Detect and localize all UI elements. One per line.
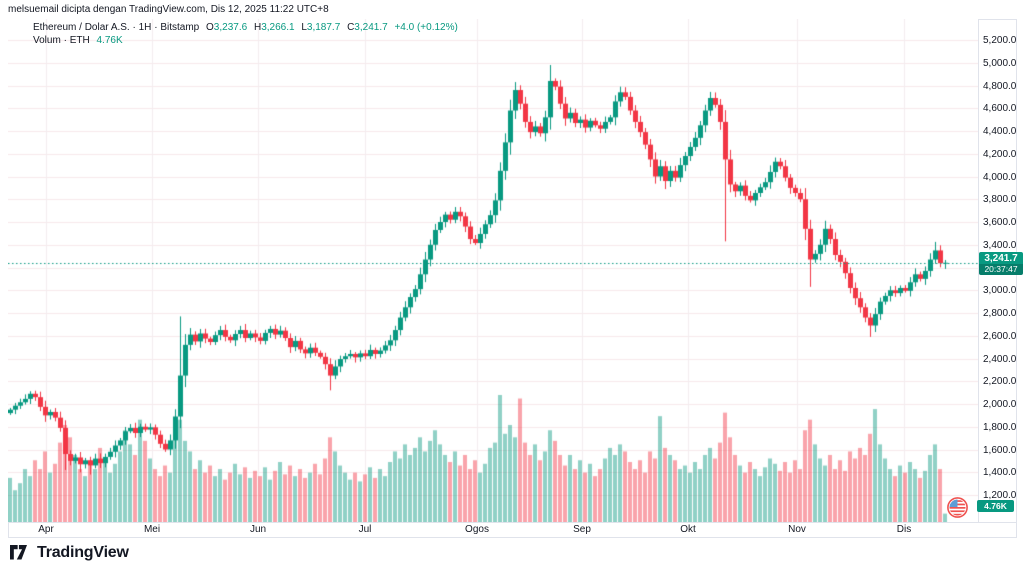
price-tick-label: 2,600.0	[983, 330, 1017, 342]
current-price-badge: 3,241.7 20:37:47	[979, 251, 1023, 275]
time-tick-label: Ogos	[465, 524, 489, 535]
price-axis[interactable]: 5,200.0 5,000.0 4,800.0 4,600.0 4,400.0 4,200…	[982, 19, 1022, 522]
high-label: H	[253, 22, 262, 33]
low-value: 3,187.7	[306, 22, 341, 33]
time-tick-label: Nov	[788, 524, 806, 535]
price-tick-label: 4,800.0	[983, 80, 1017, 92]
price-tick-label: 5,000.0	[983, 57, 1017, 69]
open-value: 3,237.6	[213, 22, 248, 33]
symbol-legend-row: Ethereum / Dolar A.S. · 1H · Bitstamp O3…	[33, 22, 458, 33]
price-tick-label: 2,200.0	[983, 376, 1017, 388]
price-tick-label: 3,600.0	[983, 217, 1017, 228]
time-tick-label: Jun	[249, 524, 267, 535]
price-tick-label: 3,800.0	[983, 194, 1017, 206]
time-tick-label: Dis	[896, 524, 912, 535]
tradingview-logo-mark	[10, 544, 27, 559]
volume-axis-badge: 4.76K	[977, 500, 1014, 512]
price-tick-label: 4,400.0	[983, 126, 1017, 137]
volume-legend-row: Volum · ETH 4.76K	[33, 35, 123, 46]
price-tick-label: 4,000.0	[983, 171, 1017, 183]
volume-symbol: ETH	[69, 35, 90, 46]
price-tick-label: 4,200.0	[983, 148, 1017, 160]
change-value: +4.0 (+0.12%)	[394, 22, 458, 33]
volume-current-value: 4.76K	[96, 35, 123, 46]
current-price-value: 3,241.7	[979, 251, 1023, 264]
symbol-title[interactable]: Ethereum / Dolar A.S.	[33, 22, 130, 33]
price-tick-label: 1,800.0	[983, 421, 1017, 433]
time-tick-label: Apr	[38, 524, 54, 535]
close-label: C	[347, 22, 355, 33]
volume-indicator-label[interactable]: Volum	[33, 35, 61, 46]
price-tick-label: 1,600.0	[983, 444, 1017, 456]
time-axis[interactable]: Apr Mei Jun Jul Ogos Sep Okt Nov Dis	[8, 523, 978, 538]
time-axis-separator	[8, 522, 1017, 523]
us-flag-icon[interactable]	[947, 497, 968, 518]
interval-label[interactable]: 1H	[138, 22, 152, 33]
price-axis-separator	[978, 19, 979, 522]
price-tick-label: 4,600.0	[983, 103, 1017, 115]
price-tick-label: 2,000.0	[983, 399, 1017, 410]
exchange-label: Bitstamp	[160, 22, 200, 33]
open-label: O	[206, 22, 214, 33]
price-tick-label: 1,400.0	[983, 467, 1017, 479]
attribution-watermark: melsuemail dicipta dengan TradingView.co…	[8, 4, 329, 15]
time-tick-label: Sep	[573, 524, 591, 535]
chart-legend[interactable]: Ethereum / Dolar A.S. · 1H · Bitstamp O3…	[33, 22, 458, 47]
price-tick-label: 3,400.0	[983, 239, 1017, 251]
tradingview-logo-text: TradingView	[37, 544, 129, 561]
price-tick-label: 5,200.0	[983, 35, 1017, 46]
high-value: 3,266.1	[261, 22, 295, 33]
tradingview-logo[interactable]: TradingView	[10, 544, 129, 562]
chart-plot-canvas[interactable]	[8, 19, 978, 522]
price-tick-label: 1,200.0	[983, 490, 1017, 501]
low-label: L	[301, 22, 307, 33]
time-tick-label: Mei	[143, 524, 161, 535]
price-tick-label: 2,800.0	[983, 308, 1017, 319]
bar-countdown-timer: 20:37:47	[979, 263, 1023, 275]
time-tick-label: Okt	[680, 524, 696, 535]
time-tick-label: Jul	[358, 524, 372, 535]
close-value: 3,241.7	[354, 22, 388, 33]
price-tick-label: 3,000.0	[983, 285, 1017, 297]
price-tick-label: 2,400.0	[983, 353, 1017, 365]
